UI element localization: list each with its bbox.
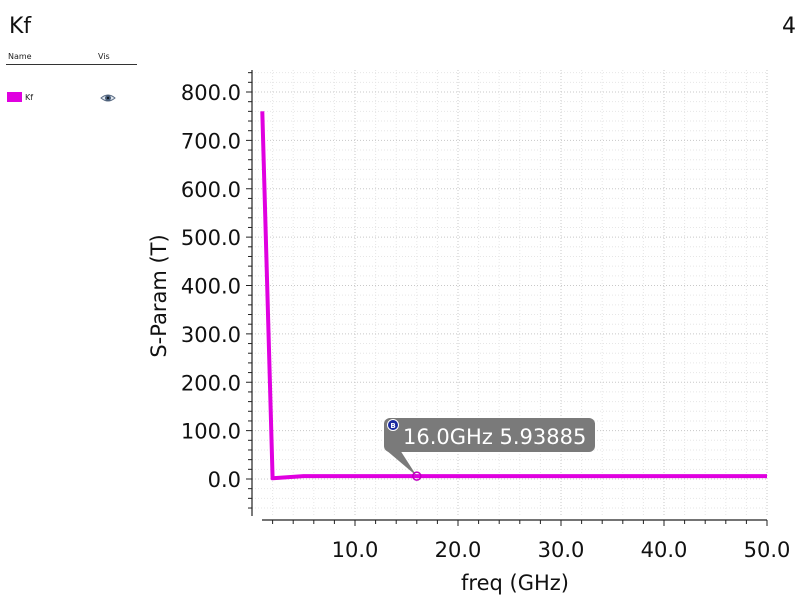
y-tick-label: 300.0	[181, 323, 241, 347]
grid-lines	[252, 70, 768, 516]
marker-id: B	[390, 422, 395, 430]
y-tick-label: 100.0	[181, 420, 241, 444]
y-tick-label: 400.0	[181, 275, 241, 299]
marker-point[interactable]	[412, 471, 422, 481]
y-tick-label: 500.0	[181, 226, 241, 250]
page-number: 4	[782, 14, 796, 39]
legend-item-label: Kf	[25, 93, 34, 102]
x-axis-label: freq (GHz)	[461, 571, 569, 595]
series-line-kf	[260, 111, 767, 481]
x-tick-label: 40.0	[641, 538, 688, 562]
eye-icon[interactable]	[100, 90, 116, 104]
legend-header: Name Vis	[6, 52, 137, 65]
legend-vis-header: Vis	[98, 52, 110, 61]
x-tick-label: 50.0	[744, 538, 791, 562]
x-tick-label: 10.0	[332, 538, 379, 562]
marker-callout-pointer	[386, 450, 417, 477]
x-tick-label: 20.0	[435, 538, 482, 562]
marker-badge-icon[interactable]	[387, 419, 399, 431]
legend-item-kf[interactable]: Kf	[6, 91, 137, 107]
marker-label: 16.0GHz 5.93885	[403, 425, 586, 449]
signal-legend: Name Vis Kf	[6, 52, 137, 107]
marker-callout-box[interactable]	[384, 418, 595, 452]
y-axis-label: S-Param (T)	[147, 234, 171, 357]
legend-name-header: Name	[8, 52, 32, 61]
y-tick-label: 600.0	[181, 178, 241, 202]
y-tick-label: 800.0	[181, 81, 241, 105]
y-tick-label: 200.0	[181, 371, 241, 395]
legend-color-swatch	[7, 92, 22, 102]
y-tick-label: 0.0	[208, 468, 241, 492]
y-tick-label: 700.0	[181, 129, 241, 153]
x-tick-label: 30.0	[538, 538, 585, 562]
plot-title: Kf	[9, 14, 32, 39]
